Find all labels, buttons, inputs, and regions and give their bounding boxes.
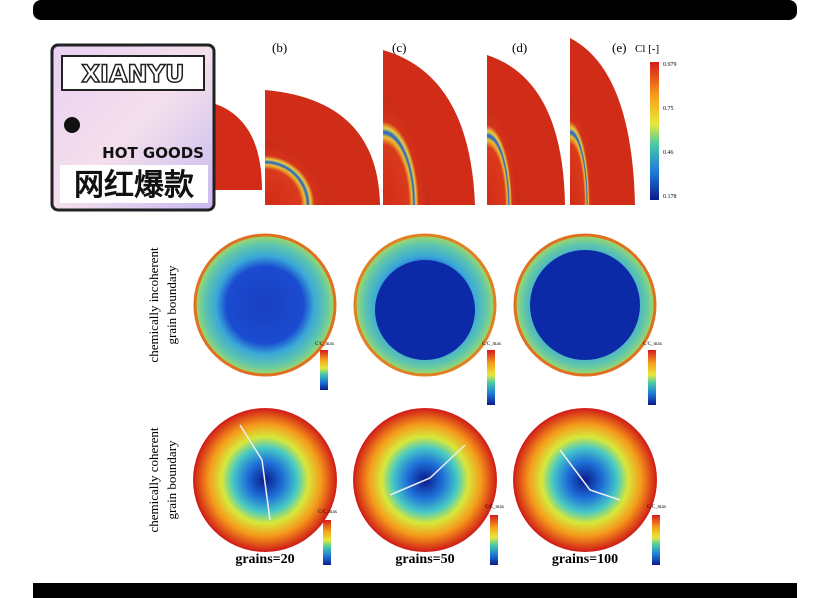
- incoherent-discs: [193, 233, 657, 377]
- colorbar: [650, 62, 659, 200]
- colorbar-label: Cl [-]: [635, 43, 659, 55]
- panel-label: (d): [512, 40, 527, 55]
- colorbar-tick: 0.46: [663, 150, 674, 156]
- colorbar-small-label: C/C_max: [647, 505, 667, 510]
- colorbar-tick: 0.75: [663, 106, 674, 112]
- colorbar-small-label: C/C_max: [485, 505, 505, 510]
- row-label: chemically incoherent: [146, 247, 161, 363]
- grain-label: grains=100: [552, 552, 618, 567]
- panel-label: (b): [272, 40, 287, 55]
- colorbar-small-label: C/C_max: [315, 342, 335, 347]
- sticker-chinese: 网红爆款: [74, 168, 195, 203]
- grain-label: grains=50: [395, 552, 454, 567]
- sticker-tagline: HOT GOODS: [102, 144, 204, 162]
- grain-label: grains=20: [235, 552, 294, 567]
- panel-label: (c): [392, 40, 406, 55]
- colorbar-tick: 0.979: [663, 62, 677, 68]
- top-bar: [33, 0, 797, 20]
- small-colorbars: [320, 350, 660, 565]
- sticker: [50, 43, 216, 212]
- colorbar-small-label: C/C_max: [643, 342, 663, 347]
- bottom-bar: [33, 583, 797, 598]
- sticker-brand: XIANYU: [82, 60, 185, 88]
- row-label: chemically coherent: [146, 427, 161, 532]
- row-label: grain boundary: [164, 440, 179, 520]
- colorbar-tick: 0.178: [663, 194, 677, 200]
- coherent-discs: [193, 408, 657, 552]
- colorbar-small-label: C/C_max: [318, 510, 338, 515]
- colorbar-small-label: C/C_max: [482, 342, 502, 347]
- panel-label: (e): [612, 40, 626, 55]
- quarter-spheres: [200, 38, 635, 205]
- row-label: grain boundary: [164, 265, 179, 345]
